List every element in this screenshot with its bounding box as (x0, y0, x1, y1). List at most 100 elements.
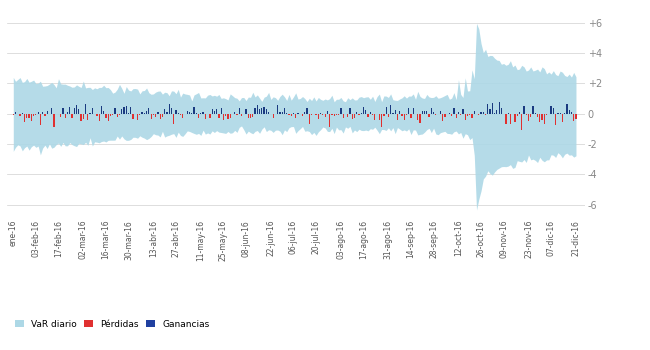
Bar (148, 108, 150, 114)
Bar (96, 114, 97, 116)
Bar (130, 106, 131, 114)
Bar (176, 110, 177, 114)
Bar (361, 113, 362, 114)
Bar (220, 108, 222, 114)
Bar (168, 105, 170, 114)
Bar (21, 113, 23, 114)
Bar (266, 109, 267, 114)
Bar (121, 109, 122, 114)
Bar (480, 112, 482, 114)
Bar (347, 114, 348, 117)
Bar (90, 113, 91, 114)
Bar (573, 114, 575, 121)
Bar (327, 111, 328, 114)
Bar (291, 114, 292, 117)
Bar (116, 114, 118, 117)
Bar (261, 108, 263, 114)
Bar (322, 114, 324, 116)
Bar (216, 109, 217, 114)
Bar (469, 114, 471, 115)
Bar (458, 112, 459, 114)
Bar (227, 114, 229, 119)
Bar (500, 108, 502, 114)
Bar (428, 114, 430, 117)
Bar (460, 114, 462, 116)
Bar (162, 114, 163, 117)
Bar (24, 114, 25, 122)
Bar (433, 112, 434, 114)
Bar (406, 114, 407, 115)
Legend: VaR diario, Pérdidas, Ganancias: VaR diario, Pérdidas, Ganancias (11, 316, 213, 332)
Bar (62, 108, 64, 114)
Bar (284, 108, 285, 114)
Bar (404, 114, 405, 120)
Bar (87, 114, 88, 120)
Bar (83, 114, 84, 119)
Bar (241, 114, 242, 116)
Bar (417, 114, 419, 120)
Bar (157, 112, 159, 114)
Bar (33, 114, 34, 116)
Bar (155, 114, 156, 117)
Bar (125, 106, 127, 114)
Bar (332, 114, 333, 115)
Bar (73, 108, 75, 114)
Bar (451, 114, 452, 116)
Bar (384, 114, 385, 116)
Bar (575, 114, 577, 119)
Bar (557, 113, 558, 114)
Bar (374, 114, 376, 120)
Bar (295, 114, 296, 118)
Bar (352, 114, 353, 119)
Bar (38, 112, 39, 114)
Bar (40, 114, 41, 125)
Bar (211, 109, 213, 114)
Bar (517, 114, 518, 116)
Bar (431, 108, 432, 114)
Bar (571, 112, 572, 114)
Bar (257, 105, 258, 114)
Bar (187, 112, 188, 114)
Bar (367, 114, 369, 117)
Bar (137, 114, 138, 120)
Bar (535, 112, 536, 114)
Bar (164, 109, 165, 114)
Bar (289, 114, 290, 115)
Bar (60, 114, 61, 118)
Bar (356, 112, 358, 114)
Bar (205, 114, 206, 119)
Bar (229, 114, 231, 118)
Bar (399, 111, 400, 114)
Bar (214, 111, 215, 114)
Bar (218, 114, 220, 118)
Bar (465, 114, 466, 120)
Bar (268, 112, 269, 114)
Bar (526, 114, 527, 115)
Bar (569, 110, 570, 114)
Bar (555, 114, 556, 125)
Bar (85, 104, 86, 114)
Bar (462, 109, 463, 114)
Bar (537, 114, 538, 117)
Bar (237, 114, 238, 115)
Bar (349, 108, 350, 114)
Bar (29, 114, 30, 118)
Bar (395, 111, 396, 114)
Bar (370, 112, 371, 114)
Bar (159, 114, 161, 119)
Bar (413, 108, 414, 114)
Bar (196, 113, 197, 114)
Bar (67, 112, 68, 114)
Bar (419, 114, 421, 123)
Bar (20, 114, 21, 116)
Bar (528, 114, 529, 121)
Bar (139, 114, 140, 115)
Bar (560, 113, 561, 114)
Bar (78, 109, 79, 114)
Bar (81, 114, 82, 121)
Bar (189, 112, 190, 114)
Bar (552, 108, 554, 114)
Bar (110, 114, 111, 116)
Bar (182, 114, 183, 118)
Bar (408, 108, 410, 114)
